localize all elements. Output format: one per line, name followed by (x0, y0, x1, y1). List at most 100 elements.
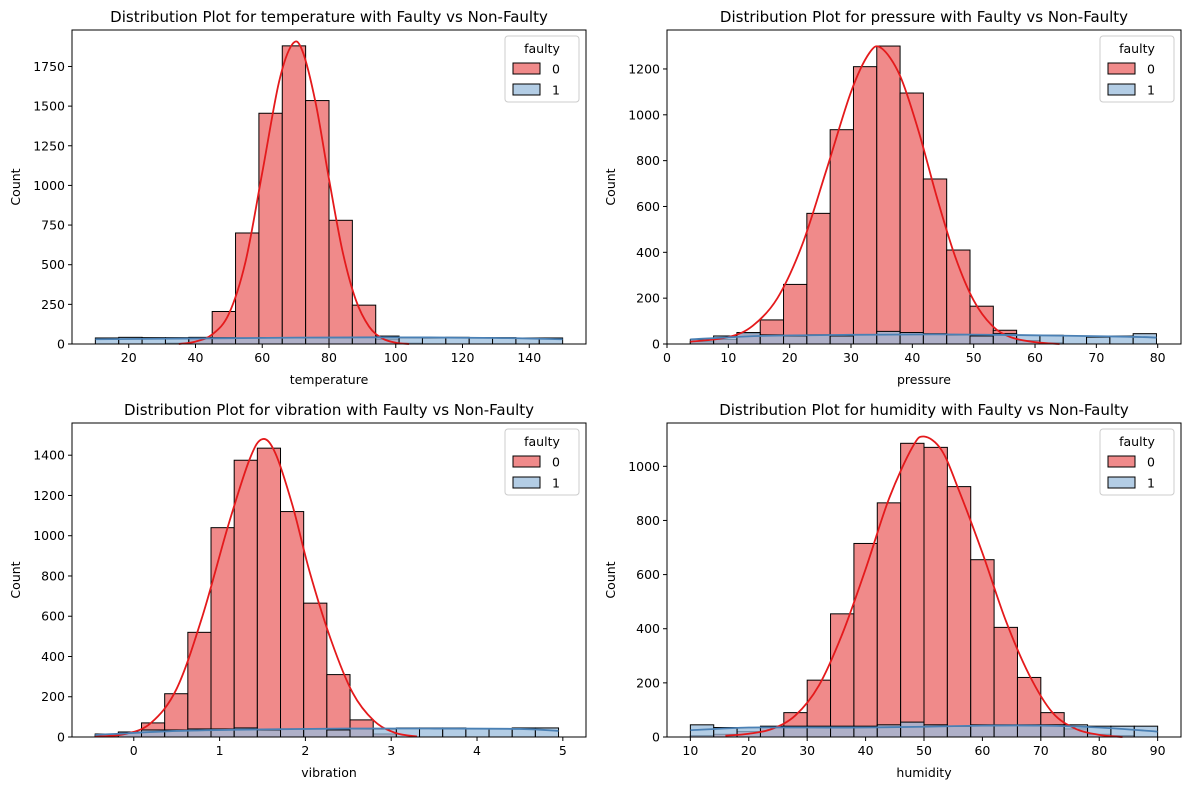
legend-entry-0: 0 (552, 455, 560, 470)
bar-faulty-0-10 (923, 446, 948, 738)
x-tick-label: 20 (121, 350, 137, 365)
kde-line-faulty-0 (95, 438, 418, 738)
bar-faulty-0-7 (853, 542, 878, 738)
chart-panel-4: 10 20 30 40 50 60 70 80 9002004006008001000Distr… (603, 401, 1182, 780)
y-tick-label: 0 (57, 730, 65, 745)
y-tick-label: 1000 (33, 528, 65, 543)
bar-faulty-0-6 (829, 129, 854, 345)
bar-faulty-1-17 (488, 728, 513, 738)
y-tick-label: 600 (41, 609, 65, 624)
bar-faulty-1-9 (303, 728, 328, 738)
bar-faulty-1-16 (465, 728, 490, 738)
bar-faulty-0-12 (970, 559, 995, 738)
legend-swatch-1 (1107, 476, 1136, 489)
y-tick-label: 400 (636, 245, 660, 260)
y-tick-label: 0 (652, 730, 660, 745)
x-tick-label: 40 (904, 350, 920, 365)
bar-faulty-1-5 (806, 334, 831, 345)
bar-faulty-1-8 (280, 728, 305, 738)
x-tick-label: 40 (188, 350, 204, 365)
y-tick-label: 600 (636, 567, 660, 582)
y-tick-label: 200 (636, 675, 660, 690)
x-tick-label: 60 (1027, 350, 1043, 365)
bar-faulty-0-9 (305, 100, 330, 345)
y-tick-label: 400 (41, 649, 65, 664)
bar-faulty-0-9 (900, 442, 925, 738)
legend-entry-0: 0 (1147, 62, 1155, 77)
bar-faulty-0-9 (899, 92, 924, 345)
bar-faulty-1-12 (372, 728, 397, 738)
x-tick-label: 10 (720, 350, 736, 365)
y-tick-label: 250 (41, 297, 65, 312)
bar-faulty-1-10 (326, 729, 351, 738)
y-axis-label: Count (603, 561, 618, 598)
x-tick-label: 40 (858, 743, 874, 758)
legend-title: faulty (524, 41, 560, 56)
x-tick-label: 120 (451, 350, 475, 365)
legend: faulty 0 1 (504, 428, 580, 496)
bar-faulty-1-12 (969, 335, 994, 345)
chart-panel-3: 0 1 2 3 4 5 0 200 400 600 800 1000 1200 1400 Distribut… (8, 401, 587, 780)
y-axis-label: Count (8, 561, 23, 598)
bar-faulty-0-11 (946, 486, 972, 738)
bar-faulty-1-9 (900, 721, 925, 738)
x-axis-label: pressure (897, 372, 951, 387)
bar-faulty-1-11 (946, 334, 971, 345)
x-tick-label: 0 (663, 350, 671, 365)
x-axis-label: humidity (896, 765, 952, 780)
y-tick-label: 600 (636, 199, 660, 214)
chart-panel-2: 0 10 20 30 40 50 60 70 80020040060080010001200Di… (603, 8, 1182, 387)
bar-faulty-0-8 (280, 511, 305, 738)
x-tick-label: 1 (216, 743, 224, 758)
bar-faulty-1-7 (852, 334, 878, 345)
legend-swatch-1 (512, 476, 541, 489)
y-tick-label: 0 (652, 337, 660, 352)
legend-entry-0: 0 (552, 62, 560, 77)
legend-title: faulty (1119, 434, 1155, 449)
kde-line-faulty-0 (690, 45, 1060, 345)
y-tick-label: 1750 (33, 59, 65, 74)
x-tick-label: 20 (741, 743, 757, 758)
bar-faulty-1-9 (305, 337, 330, 345)
y-tick-label: 400 (636, 621, 660, 636)
x-tick-label: 70 (1088, 350, 1104, 365)
legend-title: faulty (524, 434, 560, 449)
x-tick-label: 80 (1091, 743, 1107, 758)
bar-faulty-1-2 (736, 332, 761, 345)
bar-faulty-0-9 (303, 602, 328, 738)
y-tick-label: 500 (41, 257, 65, 272)
x-tick-label: 60 (254, 350, 270, 365)
bar-faulty-1-8 (876, 330, 901, 345)
x-tick-label: 90 (1150, 743, 1166, 758)
legend-entry-0: 0 (1147, 455, 1155, 470)
bar-faulty-0-5 (806, 212, 831, 345)
x-tick-label: 50 (966, 350, 982, 365)
y-tick-label: 1250 (33, 138, 65, 153)
x-tick-label: 2 (301, 743, 309, 758)
kde-line-faulty-0 (725, 435, 1123, 738)
bar-faulty-0-8 (876, 45, 901, 345)
y-tick-label: 800 (636, 153, 660, 168)
y-tick-label: 1000 (628, 107, 660, 122)
kde-line-faulty-1 (690, 333, 1157, 341)
bar-faulty-1-10 (328, 337, 353, 345)
x-tick-label: 80 (1150, 350, 1166, 365)
bar-faulty-0-13 (993, 626, 1018, 738)
legend-swatch-0 (1107, 62, 1136, 75)
kde-line-faulty-0 (178, 40, 410, 345)
bar-faulty-0-10 (326, 674, 351, 738)
x-tick-label: 50 (916, 743, 932, 758)
y-tick-label: 1400 (33, 448, 65, 463)
y-tick-label: 0 (57, 337, 65, 352)
y-tick-label: 800 (41, 568, 65, 583)
legend-swatch-0 (1107, 455, 1136, 468)
chart-title: Distribution Plot for pressure with Faul… (720, 8, 1128, 26)
bar-faulty-1-8 (281, 337, 307, 345)
x-tick-label: 100 (384, 350, 408, 365)
bar-faulty-1-11 (349, 728, 374, 738)
bar-faulty-1-13 (993, 724, 1018, 738)
bar-faulty-1-16 (1062, 335, 1088, 345)
chart-title: Distribution Plot for temperature with F… (110, 8, 548, 26)
